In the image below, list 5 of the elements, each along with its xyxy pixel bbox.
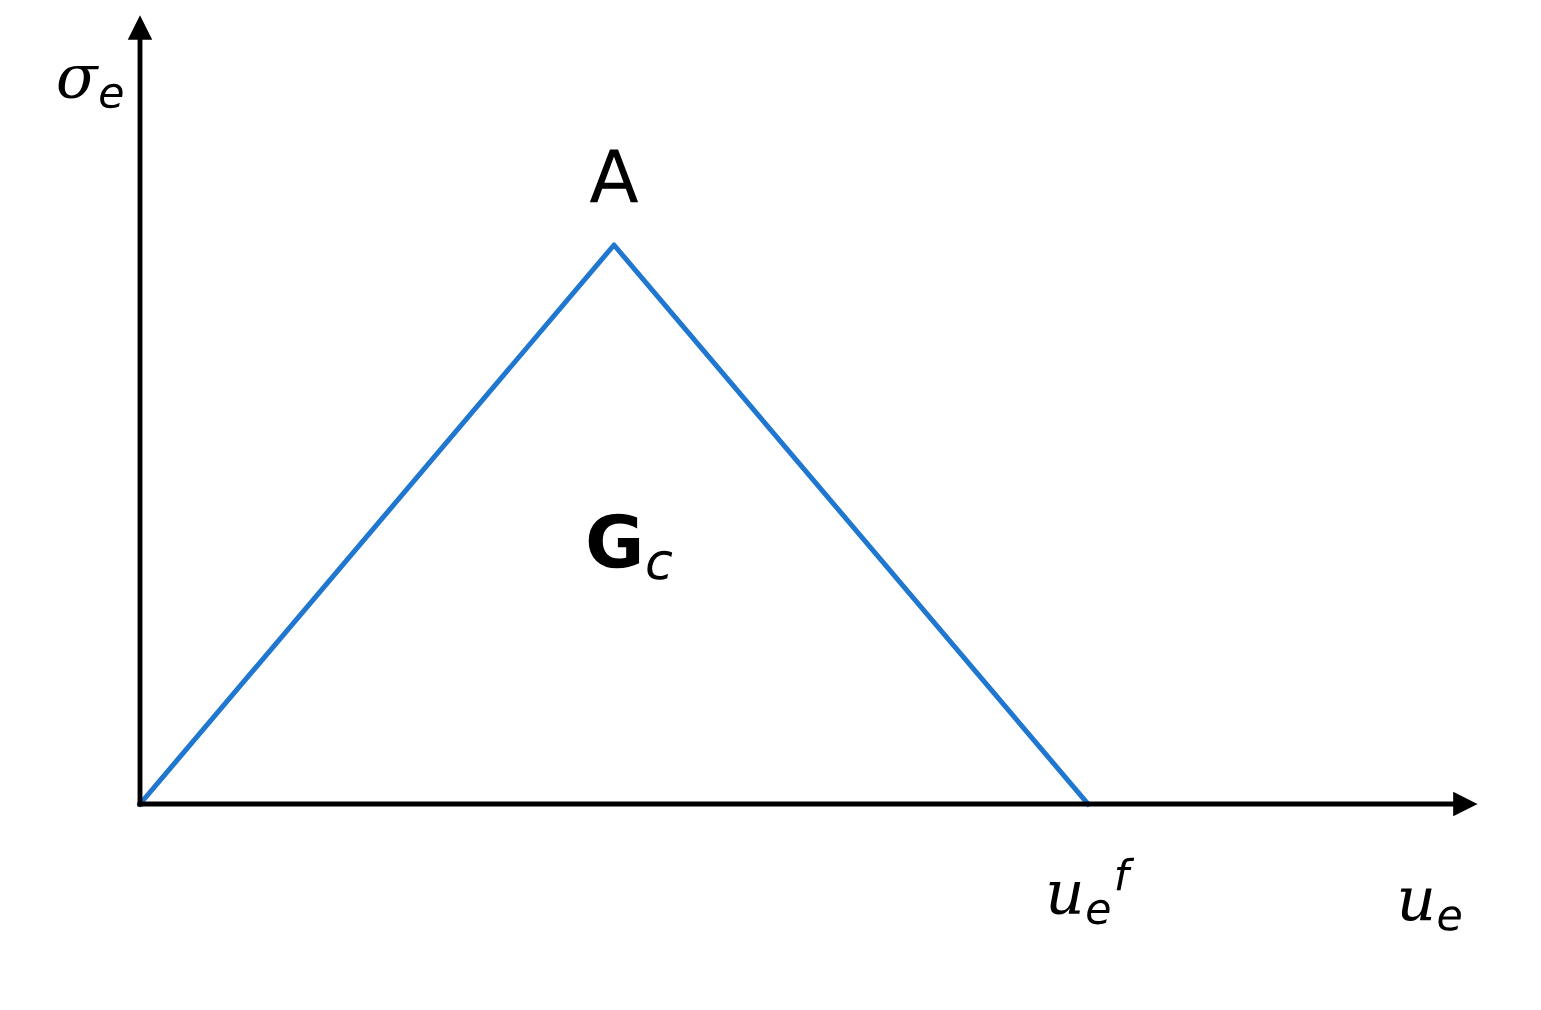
annotation: G$_{c}$: [588, 513, 673, 580]
annotation: A: [589, 149, 639, 203]
annotation: u$_{e}$$^{f}$: [1049, 857, 1135, 925]
y-axis-title: σ$_{e}$: [58, 65, 123, 109]
x-axis-title: u$_{e}$: [1400, 888, 1461, 931]
